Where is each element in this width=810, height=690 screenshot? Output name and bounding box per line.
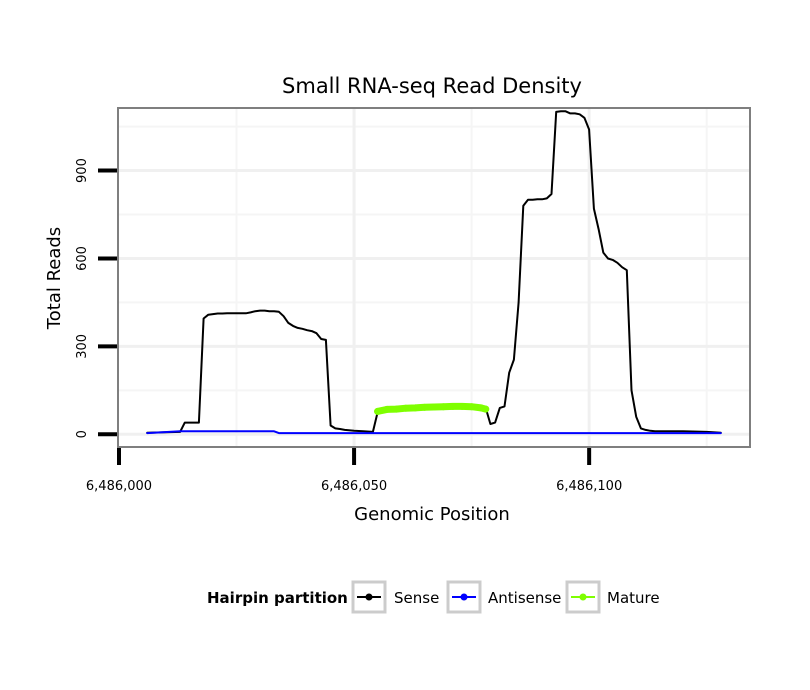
plot-series — [146, 110, 722, 435]
series-point-mature — [458, 402, 466, 410]
legend-point-mature — [579, 593, 587, 601]
series-point-mature — [402, 404, 410, 412]
series-point-mature — [392, 405, 400, 413]
y-tick-label: 0 — [75, 430, 90, 438]
series-point-mature — [421, 403, 429, 411]
legend-item-antisense: Antisense — [446, 580, 561, 614]
series-line-antisense — [146, 430, 722, 435]
series-point-mature — [374, 407, 382, 415]
legend-point-sense — [365, 593, 373, 601]
x-tick-label: 6,486,100 — [556, 479, 622, 494]
series-point-mature — [430, 403, 438, 411]
series-point-mature — [383, 405, 391, 413]
series-point-mature — [411, 404, 419, 412]
plot-panel-border — [117, 107, 751, 448]
y-axis-title: Total Reads — [44, 227, 65, 330]
x-tick-label: 6,486,000 — [86, 479, 152, 494]
series-point-mature — [449, 402, 457, 410]
gridlines — [119, 109, 749, 446]
x-tick-label: 6,486,050 — [321, 479, 387, 494]
series-point-mature — [482, 405, 490, 413]
legend-label-sense: Sense — [394, 589, 439, 607]
legend-label-antisense: Antisense — [488, 589, 561, 607]
x-axis-title: Genomic Position — [354, 504, 510, 525]
legend-item-sense: Sense — [351, 580, 439, 614]
legend: Hairpin partition Sense Antisense Mature — [207, 580, 660, 614]
series-point-mature — [468, 403, 476, 411]
series-line-sense — [146, 110, 722, 434]
legend-point-antisense — [460, 593, 468, 601]
y-tick-label: 300 — [75, 334, 90, 359]
y-tick-label: 600 — [75, 246, 90, 271]
legend-title: Hairpin partition — [207, 589, 348, 607]
legend-item-mature: Mature — [565, 580, 660, 614]
y-tick-label: 900 — [75, 158, 90, 183]
chart-title: Small RNA-seq Read Density — [282, 74, 582, 98]
legend-label-mature: Mature — [607, 589, 660, 607]
axes: 6,486,000 6,486,050 6,486,100 0 300 600 900 — [75, 158, 622, 494]
series-point-mature — [439, 403, 447, 411]
